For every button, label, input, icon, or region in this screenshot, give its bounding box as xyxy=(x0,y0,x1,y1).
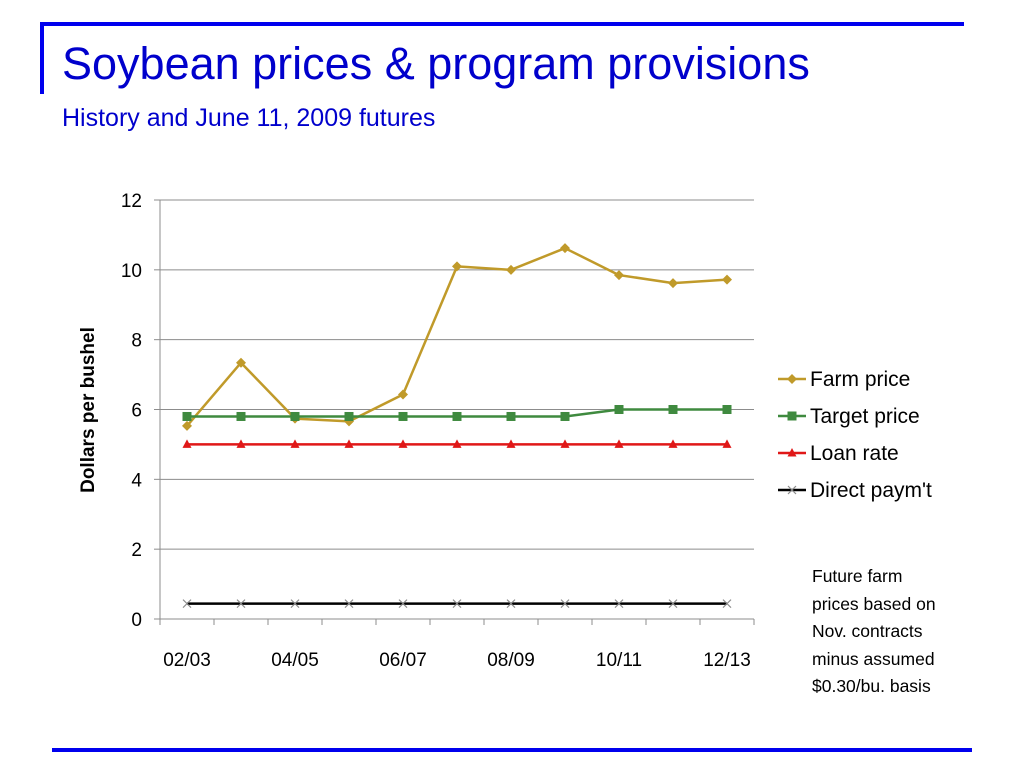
data-point-3 xyxy=(344,599,354,609)
y-tick-label: 10 xyxy=(121,261,142,282)
x-tick-label: 08/09 xyxy=(487,650,535,671)
data-point-0 xyxy=(398,389,408,400)
data-point-3 xyxy=(290,599,300,609)
legend-label: Farm price xyxy=(810,368,910,391)
data-point-3 xyxy=(614,599,624,609)
data-point-1 xyxy=(668,405,678,414)
y-tick-label: 6 xyxy=(131,401,142,422)
data-point-0 xyxy=(668,278,678,289)
data-point-2 xyxy=(614,439,624,448)
data-point-0 xyxy=(560,243,570,254)
x-tick-label: 12/13 xyxy=(703,650,751,671)
y-tick-label: 2 xyxy=(131,540,142,561)
slide-title: Soybean prices & program provisions xyxy=(62,38,810,89)
data-point-3 xyxy=(236,599,246,609)
legend-marker xyxy=(787,411,797,421)
y-tick-label: 12 xyxy=(121,191,142,212)
data-point-1 xyxy=(236,411,246,421)
bottom-rule xyxy=(52,748,972,752)
data-point-1 xyxy=(506,411,516,421)
data-point-1 xyxy=(290,411,300,421)
data-point-2 xyxy=(344,439,354,448)
top-rule xyxy=(40,22,964,26)
data-point-1 xyxy=(614,405,624,414)
legend-label: Loan rate xyxy=(810,442,899,465)
data-point-3 xyxy=(506,599,516,609)
data-point-2 xyxy=(182,439,192,448)
data-point-0 xyxy=(182,420,192,431)
left-accent-bar xyxy=(40,22,44,94)
data-point-2 xyxy=(452,439,462,448)
data-point-2 xyxy=(668,439,678,448)
data-point-2 xyxy=(722,439,732,448)
x-tick-label: 10/11 xyxy=(596,650,642,671)
y-tick-label: 8 xyxy=(131,331,142,352)
data-point-2 xyxy=(290,439,300,448)
data-point-3 xyxy=(182,599,192,609)
data-point-1 xyxy=(722,405,732,414)
legend-marker xyxy=(787,374,797,384)
data-point-2 xyxy=(236,439,246,448)
data-point-0 xyxy=(452,261,462,272)
slide-subtitle: History and June 11, 2009 futures xyxy=(62,104,436,132)
data-point-1 xyxy=(560,411,570,421)
data-point-3 xyxy=(452,599,462,609)
legend-label: Target price xyxy=(810,405,920,428)
data-point-3 xyxy=(668,599,678,609)
x-tick-label: 02/03 xyxy=(163,650,211,671)
legend-marker xyxy=(787,448,797,457)
data-point-2 xyxy=(398,439,408,448)
series-line-0 xyxy=(186,246,728,427)
x-tick-label: 04/05 xyxy=(271,650,319,671)
data-point-3 xyxy=(722,599,732,609)
data-point-1 xyxy=(182,411,192,421)
legend-marker xyxy=(787,485,797,495)
y-tick-label: 0 xyxy=(131,610,142,631)
data-point-0 xyxy=(506,264,516,275)
y-tick-label: 4 xyxy=(131,470,142,491)
data-point-2 xyxy=(560,439,570,448)
data-point-1 xyxy=(398,411,408,421)
data-point-1 xyxy=(452,411,462,421)
data-point-0 xyxy=(236,357,246,368)
x-tick-label: 06/07 xyxy=(379,650,427,671)
legend-label: Direct paym't xyxy=(810,479,932,502)
data-point-0 xyxy=(614,270,624,281)
futures-note: Future farm prices based on Nov. contrac… xyxy=(812,566,936,696)
y-axis-label: Dollars per bushel xyxy=(78,327,99,493)
data-point-3 xyxy=(398,599,408,609)
data-point-1 xyxy=(344,411,354,421)
data-point-0 xyxy=(722,274,732,285)
data-point-2 xyxy=(506,439,516,448)
data-point-3 xyxy=(560,599,570,609)
